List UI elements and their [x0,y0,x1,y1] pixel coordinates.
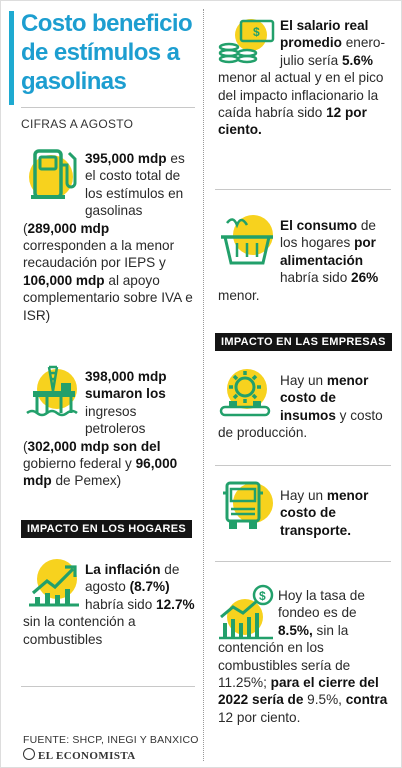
tasa-fondeo-paragraph: Hoy la tasa de fondeo es de 8.5%, sin la… [218,587,394,726]
body-text: menor. [218,287,260,303]
column-divider [203,9,204,761]
badge-impacto-empresas: IMPACTO EN LAS EMPRESAS [215,333,392,351]
highlight-text: (8.7%) [129,579,170,595]
body-text: de los hogares [280,218,376,251]
oil-platform-icon [23,361,83,426]
ingresos-petroleros-paragraph: 398,000 mdp sumaron los ingresos petrole… [23,368,195,490]
body-text: 9.5%, [303,692,346,708]
rising-rate-chart-icon: $ [215,583,277,646]
page-title: Costo beneficio de estímulos a gasolinas [21,10,193,95]
salario-real-paragraph: El salario real promedio enero-julio ser… [218,17,394,139]
highlight-text: La inflación [85,562,161,577]
highlight-text: para el cierre del 2022 sería de [218,675,379,708]
publisher-name: EL ECONOMISTA [38,750,136,762]
publisher-logo: EL ECONOMISTA [23,748,136,762]
highlight-text: menor costo de transporte. [280,488,369,538]
divider [21,107,195,108]
highlight-text: 395,000 mdp [85,151,167,166]
costo-estimulos-paragraph: 395,000 mdp es el costo total de los est… [23,150,195,324]
body-text: corresponden a la menor recaudación por … [23,238,175,271]
highlight-text: El salario real promedio [280,18,369,51]
highlight-text: 26% [351,270,379,286]
body-text: menor al actual y en el pico del impacto… [218,70,384,121]
highlight-text: 96,000 mdp [23,456,178,489]
svg-text:$: $ [259,589,266,603]
body-text: de Pemex) [51,473,122,489]
consumo-hogares-paragraph: El consumo de los hogares por alimentaci… [218,217,394,304]
highlight-text: El consumo [280,218,358,233]
icon-spacer [23,150,85,220]
highlight-text: 8.5%, [278,622,313,638]
highlight-text: 12.7% [156,596,195,612]
badge-impacto-hogares: IMPACTO EN LOS HOGARES [21,520,192,538]
inflation-chart-icon [23,551,83,616]
gas-pump-icon [21,143,83,210]
highlight-text: menor costo de insumos [280,373,369,423]
icon-spacer [23,561,85,613]
icon-spacer [218,487,280,539]
body-text: Hay un [280,488,327,503]
icon-spacer [218,587,278,639]
highlight-text: contra [345,692,388,708]
body-text: al apoyo complementario sobre IVA e ISR) [23,272,193,323]
body-text: Hoy la tasa de fondeo es de [278,588,365,621]
divider [215,561,391,562]
truck-icon [217,477,275,544]
body-text: sin la contención a combustibles [23,614,136,647]
body-text: gobierno federal y [23,456,136,472]
body-text: es el costo total de los estímulos en ga… [23,151,185,236]
highlight-text: 289,000 mdp [27,220,110,236]
inflacion-paragraph: La inflación de agosto (8.7%) habría sid… [23,561,195,648]
title-accent-bar [9,11,14,105]
body-text: Hay un [280,373,327,388]
highlight-text: 106,000 mdp [23,272,105,288]
money-coins-icon: $ [215,15,277,70]
body-text: habría sido [280,270,352,286]
costo-transporte-paragraph: Hay un menor costo de transporte. [218,487,394,539]
body-text: 12 por ciento. [218,709,301,725]
food-basket-icon [217,211,277,274]
logo-mark [23,748,35,760]
icon-spacer [23,368,85,438]
icon-spacer [218,217,280,287]
highlight-text: por alimentación [280,235,376,268]
divider [215,465,391,466]
icon-spacer [218,17,280,69]
highlight-text: 398,000 mdp sumaron los [85,369,167,402]
subtitle: CIFRAS A AGOSTO [21,117,134,131]
icon-spacer [218,372,280,424]
body-text: sin la contención en los combustibles se… [218,622,351,691]
divider [215,189,391,190]
body-text: de agosto [85,562,180,595]
body-text: y costo de producción. [218,407,383,441]
highlight-text: 302,000 mdp son del [27,438,161,454]
body-text: ingresos petroleros ( [23,403,146,454]
factory-gear-icon [215,365,277,428]
divider [21,686,195,687]
body-text: enero-julio sería [280,35,386,68]
body-text: habría sido [85,596,157,612]
source-footer: FUENTE: SHCP, INEGI Y BANXICO [23,734,199,746]
costo-insumos-paragraph: Hay un menor costo de insumos y costo de… [218,372,394,442]
highlight-text: 5.6% [341,52,373,68]
svg-text:$: $ [253,25,260,39]
highlight-text: 12 por ciento. [218,105,367,138]
